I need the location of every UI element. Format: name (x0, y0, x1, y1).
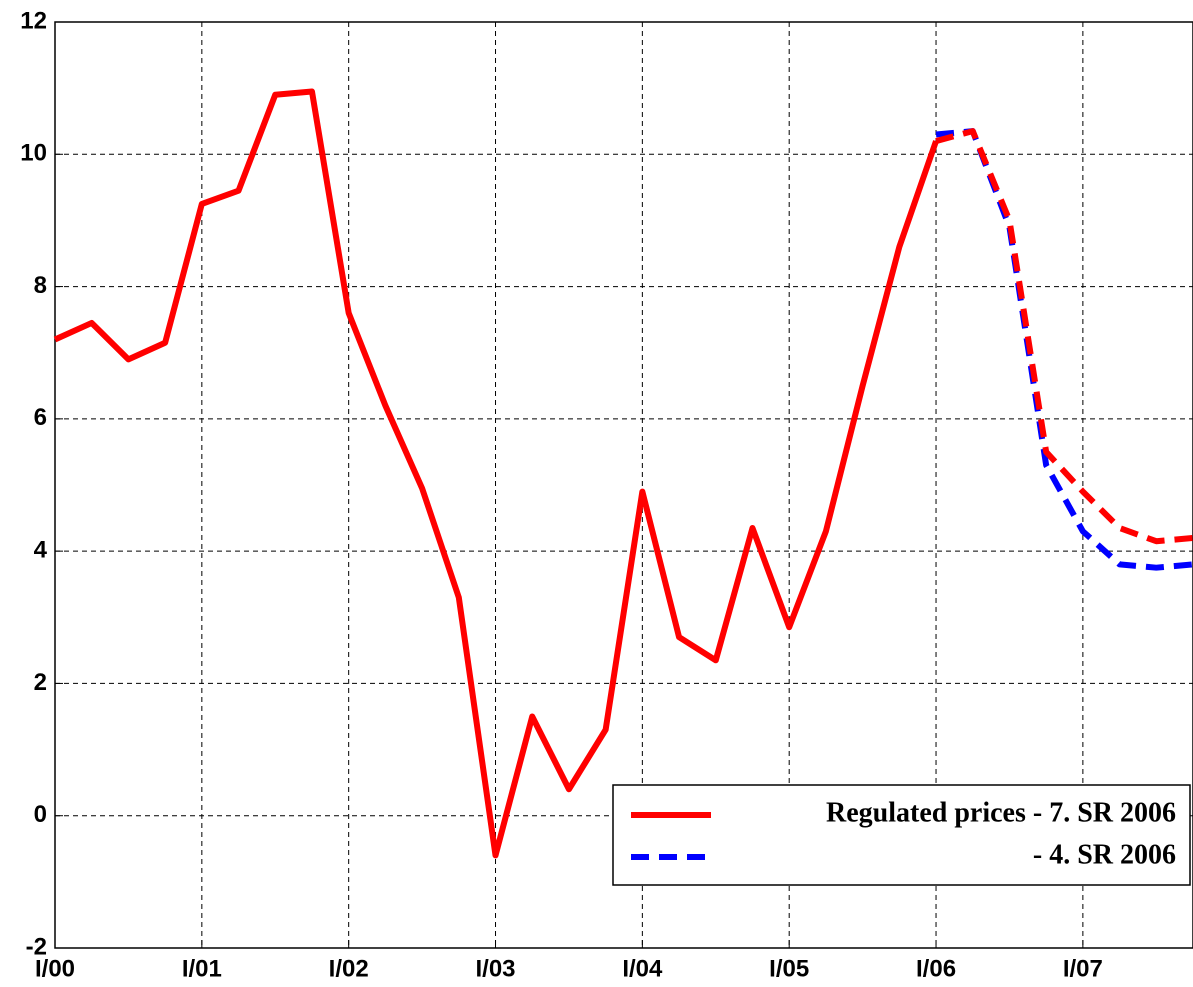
y-tick-label: 0 (34, 801, 47, 828)
series-line (53, 88, 939, 859)
y-tick-label: 4 (34, 536, 48, 563)
legend-label: - 4. SR 2006 (1033, 839, 1176, 870)
x-tick-label: I/02 (329, 955, 369, 982)
y-tick-label: 10 (20, 140, 47, 167)
y-tick-label: 2 (34, 669, 47, 696)
x-tick-label: I/01 (182, 955, 222, 982)
y-tick-label: 12 (20, 7, 47, 34)
y-tick-label: 8 (34, 272, 47, 299)
legend-box (612, 784, 1191, 886)
y-tick-label: 6 (34, 404, 47, 431)
x-tick-label: I/07 (1063, 955, 1103, 982)
x-tick-label: I/03 (476, 955, 516, 982)
series-line (935, 128, 1193, 571)
x-tick-label: I/04 (622, 955, 663, 982)
x-tick-label: I/05 (769, 955, 809, 982)
x-tick-label: I/00 (35, 955, 75, 982)
legend: Regulated prices - 7. SR 2006 - 4. SR 200… (612, 784, 1191, 886)
y-tick-label: -2 (26, 933, 47, 960)
legend-label: Regulated prices - 7. SR 2006 (826, 797, 1176, 828)
x-tick-label: I/06 (916, 955, 956, 982)
series-line (935, 128, 1193, 545)
plot-frame (54, 21, 1193, 949)
